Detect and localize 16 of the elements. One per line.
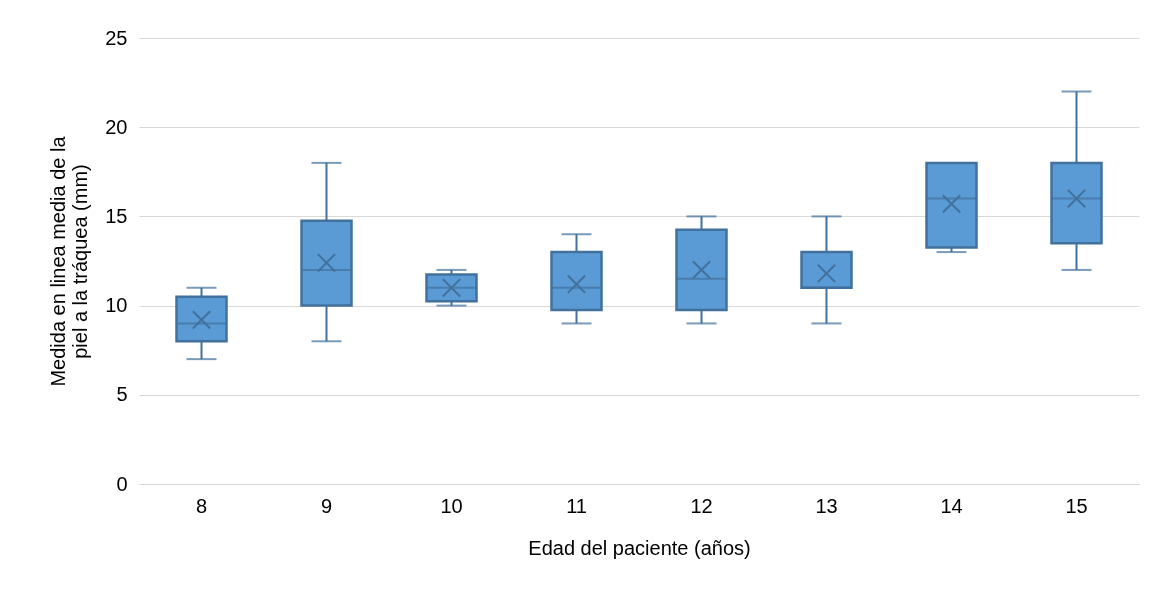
x-tick-label: 13 [815, 494, 838, 517]
x-tick-label: 12 [690, 494, 713, 517]
y-tick-label: 20 [105, 115, 128, 138]
y-tick-label: 25 [105, 26, 128, 49]
x-tick-label: 8 [195, 494, 208, 517]
x-tick-label: 15 [1065, 494, 1088, 517]
y-axis-title: Medida en linea media de la piel a la tráquea (mm) [47, 135, 92, 387]
y-tick-label: 5 [116, 383, 128, 406]
x-tick-label: 10 [440, 494, 463, 517]
x-tick-label: 11 [566, 494, 587, 517]
y-tick-label: 15 [105, 204, 128, 227]
x-tick-label: 9 [320, 494, 333, 517]
x-axis-title: Edad del paciente (años) [528, 536, 751, 559]
y-tick-label: 10 [105, 294, 128, 317]
x-tick-label: 14 [940, 494, 963, 517]
y-tick-label: 0 [116, 472, 128, 495]
